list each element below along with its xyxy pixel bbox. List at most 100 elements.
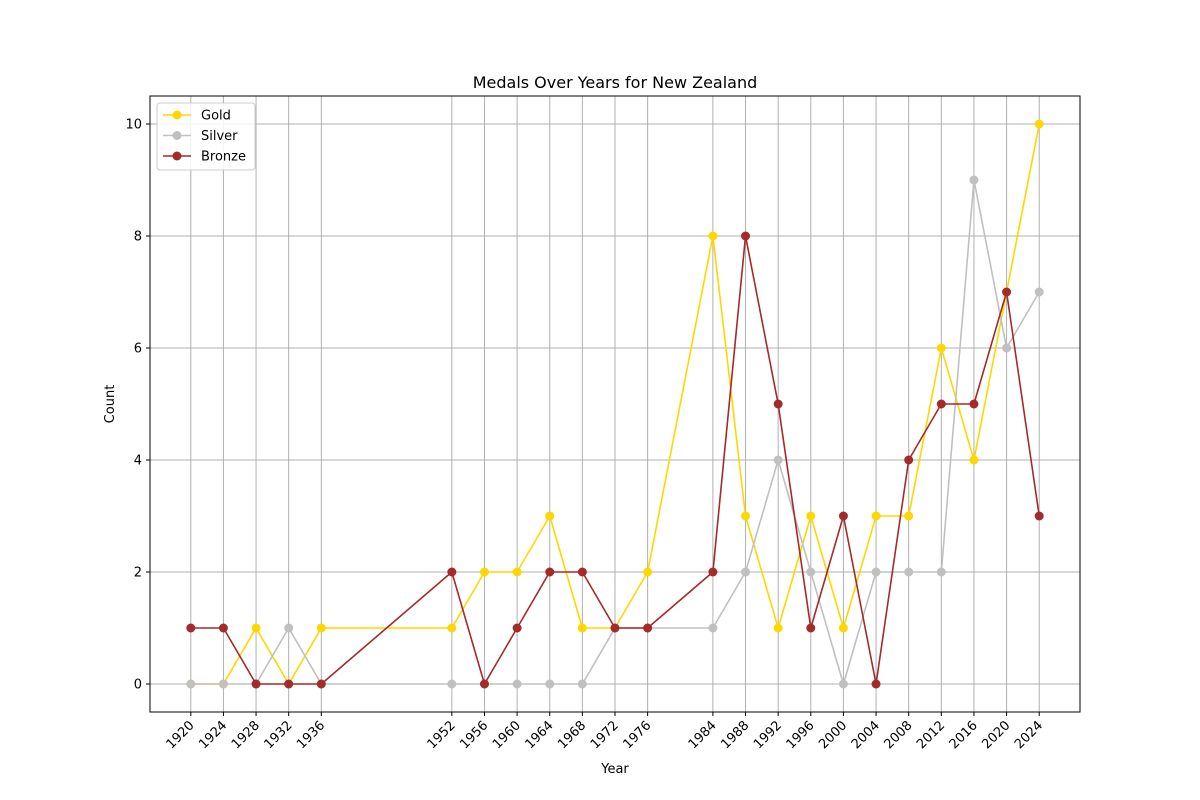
legend-label: Silver xyxy=(201,129,238,144)
y-axis-label: Count xyxy=(103,385,118,424)
gold-point xyxy=(1034,119,1044,129)
legend-item-silver: Silver xyxy=(163,129,238,144)
bronze-point xyxy=(512,623,522,633)
legend-box xyxy=(156,102,256,171)
y-tick-label: 8 xyxy=(134,230,142,245)
gold-point xyxy=(871,511,881,521)
grid xyxy=(150,96,1080,712)
gold-point xyxy=(577,623,587,633)
x-tick-label: 2000 xyxy=(816,718,850,752)
gold-point xyxy=(512,567,522,577)
bronze-point xyxy=(545,567,555,577)
silver-point xyxy=(871,567,881,577)
gold-point xyxy=(969,455,979,465)
bronze-point xyxy=(773,399,783,409)
x-tick-label: 1964 xyxy=(523,718,557,752)
silver-point xyxy=(1034,287,1044,297)
y-tick-label: 4 xyxy=(134,454,142,469)
bronze-point xyxy=(969,399,979,409)
gold-point xyxy=(251,623,261,633)
bronze-point xyxy=(610,623,620,633)
x-tick-label: 1992 xyxy=(751,718,785,752)
series-layer xyxy=(186,119,1044,689)
y-tick-label: 2 xyxy=(134,566,142,581)
gold-point xyxy=(806,511,816,521)
bronze-point xyxy=(447,567,457,577)
silver-point xyxy=(741,567,751,577)
x-tick-label: 2024 xyxy=(1012,718,1046,752)
silver-point xyxy=(773,455,783,465)
gold-point xyxy=(447,623,457,633)
x-tick-label: 2016 xyxy=(947,718,981,752)
bronze-point xyxy=(577,567,587,577)
bronze-point xyxy=(284,679,294,689)
bronze-point xyxy=(708,567,718,577)
silver-point xyxy=(1002,343,1012,353)
silver-point xyxy=(969,175,979,185)
legend-item-bronze: Bronze xyxy=(163,150,246,165)
y-tick-label: 0 xyxy=(134,678,142,693)
bronze-point xyxy=(871,679,881,689)
bronze-point xyxy=(838,511,848,521)
x-tick-label: 2020 xyxy=(979,718,1013,752)
gold-point xyxy=(936,343,946,353)
silver-point xyxy=(218,679,228,689)
bronze-point xyxy=(479,679,489,689)
series-bronze xyxy=(186,231,1044,689)
silver-point xyxy=(545,679,555,689)
gold-point xyxy=(316,623,326,633)
silver-point xyxy=(186,679,196,689)
x-tick-label: 1972 xyxy=(588,718,622,752)
silver-point xyxy=(577,679,587,689)
x-tick-label: 1960 xyxy=(490,718,524,752)
gold-point xyxy=(773,623,783,633)
gold-point xyxy=(838,623,848,633)
x-tick-label: 1952 xyxy=(425,718,459,752)
gold-point xyxy=(479,567,489,577)
bronze-point xyxy=(316,679,326,689)
x-tick-label: 1928 xyxy=(229,718,263,752)
legend-swatch-marker xyxy=(172,151,182,161)
silver-point xyxy=(838,679,848,689)
bronze-point xyxy=(1034,511,1044,521)
x-tick-label: 1988 xyxy=(718,718,752,752)
x-tick-label: 2012 xyxy=(914,718,948,752)
x-tick-label: 1968 xyxy=(555,718,589,752)
y-tick-label: 6 xyxy=(134,342,142,357)
silver-point xyxy=(447,679,457,689)
gold-point xyxy=(545,511,555,521)
bronze-point xyxy=(218,623,228,633)
legend: Gold Silver Bronze xyxy=(156,102,256,171)
silver-point xyxy=(708,623,718,633)
legend-label: Bronze xyxy=(201,150,246,165)
chart-title: Medals Over Years for New Zealand xyxy=(473,73,758,92)
gold-point xyxy=(904,511,914,521)
silver-point xyxy=(512,679,522,689)
bronze-point xyxy=(643,623,653,633)
silver-point xyxy=(284,623,294,633)
silver-point xyxy=(904,567,914,577)
x-tick-label: 2008 xyxy=(882,718,916,752)
x-tick-label: 1976 xyxy=(620,718,654,752)
bronze-point xyxy=(806,623,816,633)
bronze-point xyxy=(251,679,261,689)
legend-item-gold: Gold xyxy=(163,109,231,124)
silver-point xyxy=(806,567,816,577)
legend-label: Gold xyxy=(201,109,231,124)
x-axis-label: Year xyxy=(600,762,629,777)
x-tick-label: 1932 xyxy=(262,718,296,752)
bronze-point xyxy=(936,399,946,409)
silver-point xyxy=(936,567,946,577)
gold-point xyxy=(741,511,751,521)
x-tick-label: 1956 xyxy=(457,718,491,752)
bronze-point xyxy=(741,231,751,241)
x-tick-label: 1984 xyxy=(686,718,720,752)
gold-point xyxy=(643,567,653,577)
x-tick-label: 1924 xyxy=(196,718,230,752)
x-tick-label: 2004 xyxy=(849,718,883,752)
bronze-point xyxy=(904,455,914,465)
x-tick-label: 1920 xyxy=(164,718,198,752)
y-tick-label: 10 xyxy=(125,118,142,133)
